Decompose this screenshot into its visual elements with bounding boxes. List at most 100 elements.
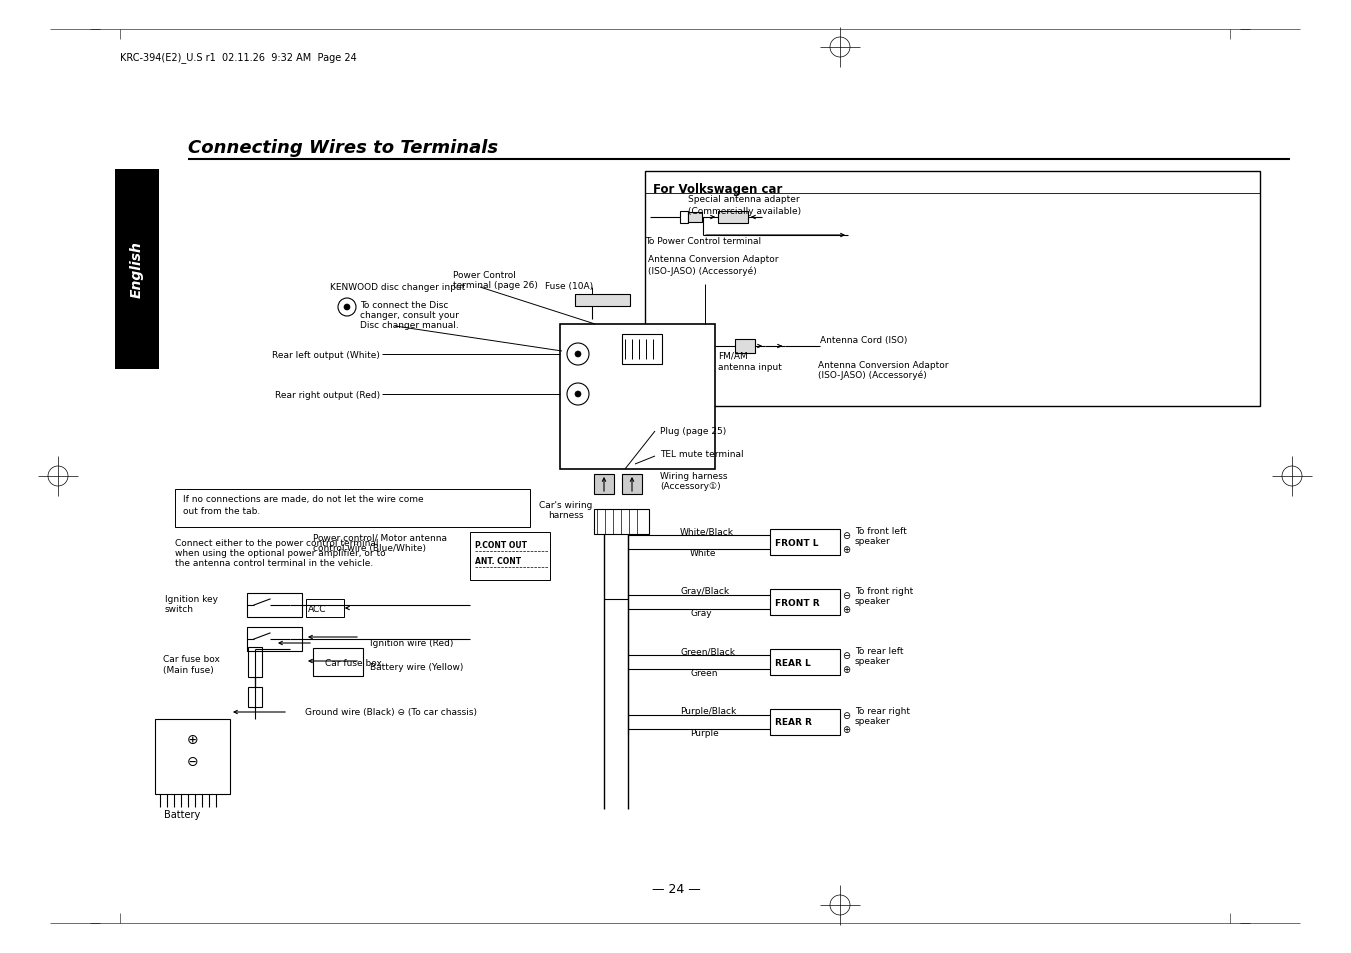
Bar	[770, 530, 840, 556]
Text: ACC: ACC	[308, 604, 327, 613]
Text: speaker: speaker	[855, 537, 890, 546]
Text: Special antenna adapter: Special antenna adapter	[688, 195, 800, 204]
Text: (ISO-JASO) (Accessoryé): (ISO-JASO) (Accessoryé)	[817, 370, 927, 379]
Text: Rear right output (Red): Rear right output (Red)	[274, 390, 380, 399]
Bar	[594, 510, 648, 535]
Circle shape	[345, 305, 350, 311]
Text: ⊖: ⊖	[842, 531, 850, 540]
Bar	[249, 647, 262, 678]
Text: Antenna Conversion Adaptor: Antenna Conversion Adaptor	[648, 255, 778, 264]
Text: Power control/ Motor antenna: Power control/ Motor antenna	[313, 533, 447, 542]
Bar	[247, 594, 303, 618]
Bar	[576, 294, 630, 307]
Text: Antenna Cord (ISO): Antenna Cord (ISO)	[820, 335, 908, 344]
Text: Antenna Conversion Adaptor: Antenna Conversion Adaptor	[817, 360, 948, 369]
Text: Connect either to the power control terminal: Connect either to the power control term…	[176, 537, 378, 547]
Text: (Commercially available): (Commercially available)	[688, 206, 801, 215]
Text: switch: switch	[165, 605, 195, 614]
Text: the antenna control terminal in the vehicle.: the antenna control terminal in the vehi…	[176, 558, 373, 567]
Text: (ISO-JASO) (Accessoryé): (ISO-JASO) (Accessoryé)	[648, 266, 757, 275]
Bar	[249, 687, 262, 707]
Bar	[155, 720, 230, 794]
Bar	[115, 170, 159, 370]
Text: ⊖: ⊖	[842, 710, 850, 720]
Text: To front left: To front left	[855, 527, 907, 536]
Text: REAR L: REAR L	[775, 658, 811, 667]
Text: Rear left output (White): Rear left output (White)	[272, 350, 380, 359]
Text: REAR R: REAR R	[775, 718, 812, 727]
Text: (Main fuse): (Main fuse)	[163, 665, 213, 674]
Text: Ignition key: Ignition key	[165, 595, 218, 604]
Text: Green: Green	[690, 669, 717, 678]
Text: Gray/Black: Gray/Black	[680, 587, 730, 596]
Bar	[621, 475, 642, 495]
Bar	[305, 599, 345, 618]
Bar	[621, 335, 662, 365]
Text: Fuse (10A): Fuse (10A)	[544, 282, 593, 292]
Text: To connect the Disc: To connect the Disc	[359, 300, 449, 309]
Text: ⊖: ⊖	[842, 590, 850, 600]
Text: Connecting Wires to Terminals: Connecting Wires to Terminals	[188, 139, 499, 157]
Text: speaker: speaker	[855, 717, 890, 726]
Text: ⊖: ⊖	[188, 754, 199, 768]
Text: To Power Control terminal: To Power Control terminal	[644, 236, 761, 245]
Text: FRONT R: FRONT R	[775, 598, 820, 607]
Text: ⊕: ⊕	[842, 664, 850, 675]
Text: Battery wire (Yellow): Battery wire (Yellow)	[370, 662, 463, 672]
Text: FM/AM: FM/AM	[717, 351, 747, 360]
Text: To rear left: To rear left	[855, 647, 904, 656]
Bar	[770, 589, 840, 616]
Text: KENWOOD disc changer input: KENWOOD disc changer input	[330, 283, 465, 293]
Text: Disc changer manual.: Disc changer manual.	[359, 320, 459, 329]
Text: For Volkswagen car: For Volkswagen car	[653, 183, 782, 196]
Text: speaker: speaker	[855, 597, 890, 606]
Bar	[313, 648, 363, 677]
Text: Ground wire (Black) ⊖ (To car chassis): Ground wire (Black) ⊖ (To car chassis)	[305, 708, 477, 717]
Circle shape	[567, 344, 589, 366]
Text: speaker: speaker	[855, 657, 890, 666]
Text: (Accessory①): (Accessory①)	[661, 482, 720, 491]
Bar	[688, 213, 703, 223]
Text: Wiring harness: Wiring harness	[661, 472, 727, 481]
Text: ⊕: ⊕	[842, 544, 850, 555]
Text: harness: harness	[549, 511, 584, 520]
Text: Green/Black: Green/Black	[680, 647, 735, 656]
Text: English: English	[130, 241, 145, 298]
Text: FRONT L: FRONT L	[775, 537, 819, 547]
Text: ⊕: ⊕	[842, 604, 850, 615]
Bar	[770, 649, 840, 676]
Text: White: White	[690, 549, 716, 558]
Text: Ignition wire (Red): Ignition wire (Red)	[370, 639, 454, 648]
Circle shape	[567, 384, 589, 406]
Text: Car's wiring: Car's wiring	[539, 501, 593, 510]
Bar	[770, 709, 840, 735]
Bar	[470, 533, 550, 580]
Text: Car fuse box: Car fuse box	[326, 659, 382, 668]
Circle shape	[338, 298, 357, 316]
Text: If no connections are made, do not let the wire come: If no connections are made, do not let t…	[182, 495, 424, 504]
Text: Purple/Black: Purple/Black	[680, 707, 736, 716]
Bar	[247, 627, 303, 651]
Text: Car fuse box: Car fuse box	[163, 655, 220, 664]
Text: White/Black: White/Black	[680, 527, 734, 536]
Text: changer, consult your: changer, consult your	[359, 310, 459, 319]
Text: ⊕: ⊕	[842, 724, 850, 734]
Circle shape	[576, 352, 581, 357]
Bar	[594, 475, 613, 495]
Text: P.CONT OUT: P.CONT OUT	[476, 541, 527, 550]
Text: out from the tab.: out from the tab.	[182, 507, 261, 516]
Text: ANT. CONT: ANT. CONT	[476, 557, 521, 566]
Circle shape	[576, 392, 581, 397]
Bar	[735, 339, 755, 354]
Text: Power Control: Power Control	[453, 271, 516, 279]
Bar	[717, 212, 748, 224]
Text: Battery: Battery	[163, 809, 200, 820]
Text: Purple: Purple	[690, 729, 719, 738]
Text: Gray: Gray	[690, 609, 712, 618]
Text: — 24 —: — 24 —	[651, 882, 700, 896]
Text: control wire (Blue/White): control wire (Blue/White)	[313, 543, 426, 552]
Bar	[176, 490, 530, 527]
Text: To front right: To front right	[855, 587, 913, 596]
Bar	[561, 325, 715, 470]
Text: KRC-394(E2)_U.S r1  02.11.26  9:32 AM  Page 24: KRC-394(E2)_U.S r1 02.11.26 9:32 AM Page…	[120, 52, 357, 64]
